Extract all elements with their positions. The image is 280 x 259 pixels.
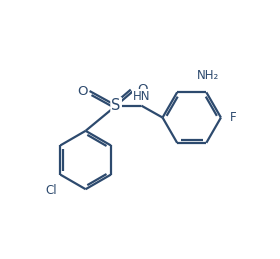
Text: NH₂: NH₂: [197, 69, 219, 82]
Text: Cl: Cl: [45, 184, 57, 197]
Text: F: F: [229, 111, 236, 124]
Text: O: O: [77, 84, 87, 98]
Text: O: O: [137, 83, 147, 96]
Text: S: S: [111, 98, 121, 113]
Text: HN: HN: [132, 90, 150, 103]
